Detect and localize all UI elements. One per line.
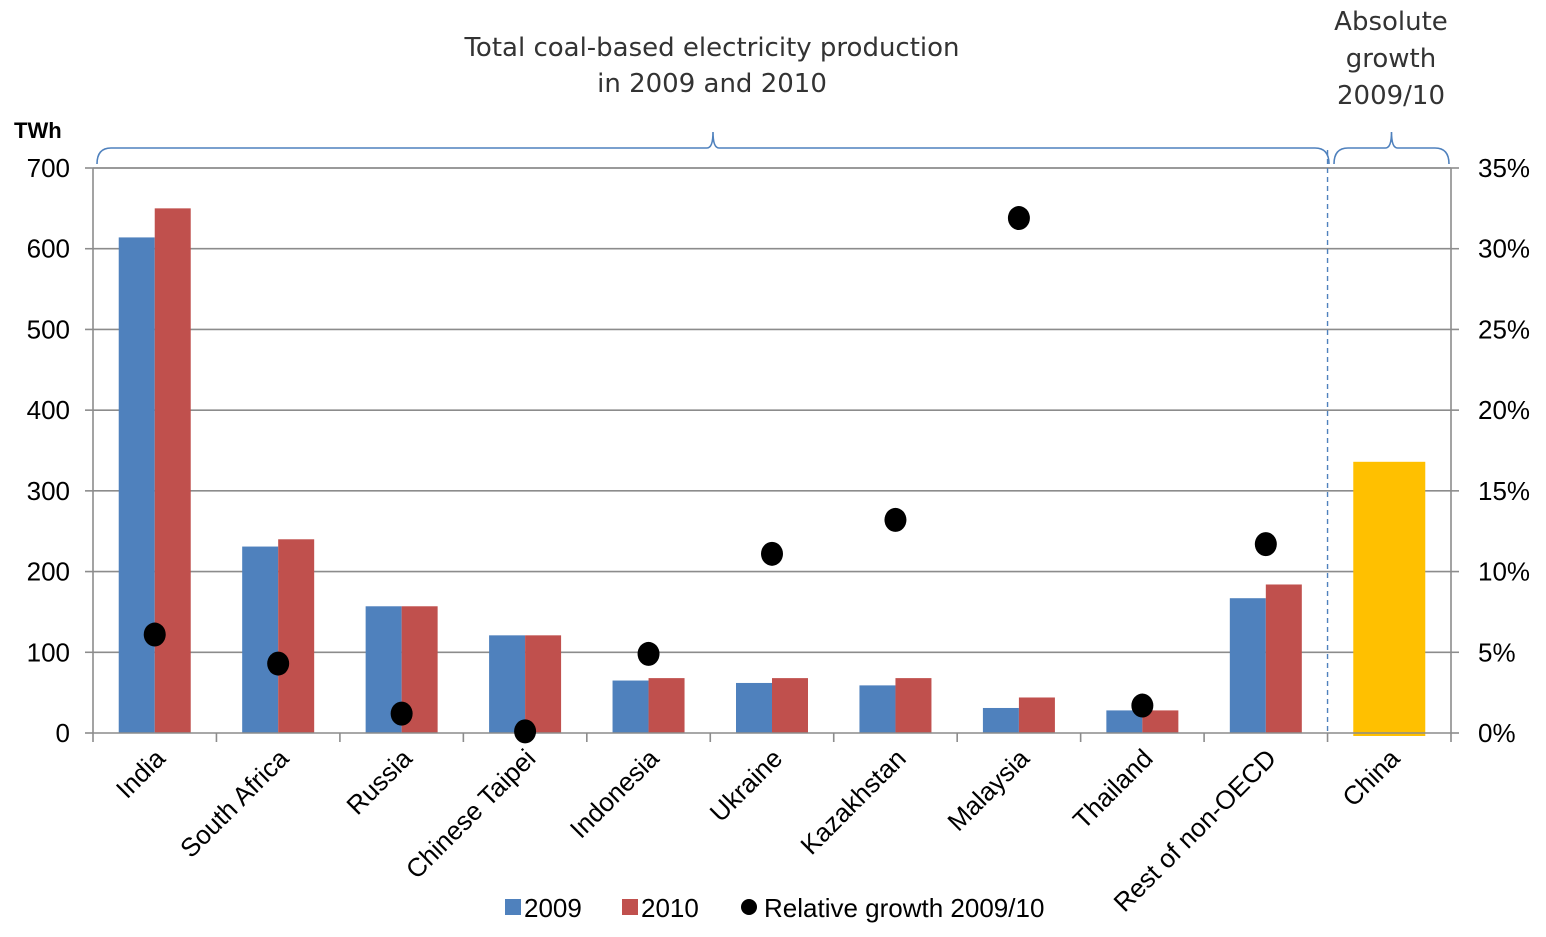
relative-growth-point: [514, 719, 537, 744]
y-tick-label-left: 300: [27, 476, 70, 506]
bar-2010: [154, 208, 191, 733]
bar-2009: [859, 685, 896, 733]
bracket-left: [96, 131, 1330, 165]
relative-growth-point: [390, 701, 413, 726]
y-tick-label-right: 10%: [1478, 557, 1530, 587]
bar-absolute-growth: [1353, 461, 1426, 736]
x-tick-label: Indonesia: [564, 743, 665, 844]
bars-group: [118, 208, 1426, 736]
relative-growth-point: [1007, 206, 1030, 231]
x-tick-label: Kazakhstan: [794, 743, 911, 860]
bar-2010: [525, 635, 562, 733]
x-tick-label: Ukraine: [704, 743, 789, 828]
y-tick-label-left: 400: [27, 395, 70, 425]
y-tick-label-right: 30%: [1478, 234, 1530, 264]
bar-2009: [242, 546, 279, 733]
y-tick-label-left: 500: [27, 314, 70, 344]
bar-2009: [612, 680, 649, 733]
y-tick-label-right: 5%: [1478, 637, 1516, 667]
y-tick-label-right: 25%: [1478, 314, 1530, 344]
bar-2009: [1106, 710, 1143, 733]
relative-growth-point: [761, 541, 783, 566]
right-bracket-title: growth: [1346, 44, 1436, 74]
y-axis-unit-label: TWh: [14, 118, 62, 143]
legend-swatch-2010: [622, 899, 638, 915]
bracket-annotations: Total coal-based electricity production i…: [96, 7, 1450, 165]
y-tick-label-right: 20%: [1478, 395, 1530, 425]
x-tick-label: Thailand: [1067, 743, 1159, 835]
relative-growth-point: [143, 622, 166, 647]
x-tick-label: South Africa: [174, 743, 295, 864]
bar-2010: [648, 678, 685, 733]
x-tick-label: Russia: [340, 743, 418, 821]
bar-2010: [1018, 697, 1055, 733]
x-tick-label: Malaysia: [941, 743, 1035, 837]
legend-label-relative-growth: Relative growth 2009/10: [764, 893, 1044, 923]
axes-group: 0 0% 100 5% 200 10% 300 15% 400 20% 500 25% 600 30% 70…: [14, 118, 1530, 918]
bar-2009: [1229, 598, 1266, 733]
y-tick-label-left: 200: [27, 557, 70, 587]
legend-marker-relative-growth: [741, 899, 757, 915]
y-tick-label-left: 700: [27, 153, 70, 183]
legend-label-2009: 2009: [524, 893, 582, 923]
y-tick-label-right: 35%: [1478, 153, 1530, 183]
relative-growth-point: [1131, 693, 1154, 718]
bar-2009: [118, 237, 155, 733]
relative-growth-points: [143, 206, 1277, 744]
bracket-right: [1333, 131, 1450, 165]
right-bracket-title: 2009/10: [1337, 81, 1445, 111]
y-tick-label-left: 600: [27, 234, 70, 264]
relative-growth-point: [1254, 532, 1277, 557]
left-bracket-title: Total coal-based electricity production: [463, 33, 959, 63]
bar-2009: [489, 635, 526, 733]
legend-swatch-2009: [505, 899, 521, 915]
x-tick-label: China: [1336, 743, 1406, 813]
relative-growth-point: [884, 507, 907, 532]
right-bracket-title: Absolute: [1334, 7, 1448, 37]
relative-growth-point: [267, 651, 290, 676]
x-tick-label: Chinese Taipei: [400, 743, 541, 884]
bar-2010: [1265, 584, 1302, 733]
bar-2010: [772, 678, 808, 733]
legend-label-2010: 2010: [641, 893, 699, 923]
x-tick-label: India: [110, 743, 171, 804]
y-tick-label-right: 0%: [1478, 718, 1516, 748]
bar-2009: [982, 707, 1019, 733]
left-bracket-title: in 2009 and 2010: [597, 69, 827, 99]
legend: 2009 2010 Relative growth 2009/10: [505, 893, 1044, 923]
bar-2009: [736, 682, 772, 733]
bar-2010: [1142, 710, 1179, 733]
bar-2010: [895, 678, 932, 733]
y-tick-label-left: 0: [56, 718, 70, 748]
y-tick-label-left: 100: [27, 637, 70, 667]
bar-2010: [278, 539, 315, 733]
y-tick-label-right: 15%: [1478, 476, 1530, 506]
relative-growth-point: [637, 641, 660, 666]
